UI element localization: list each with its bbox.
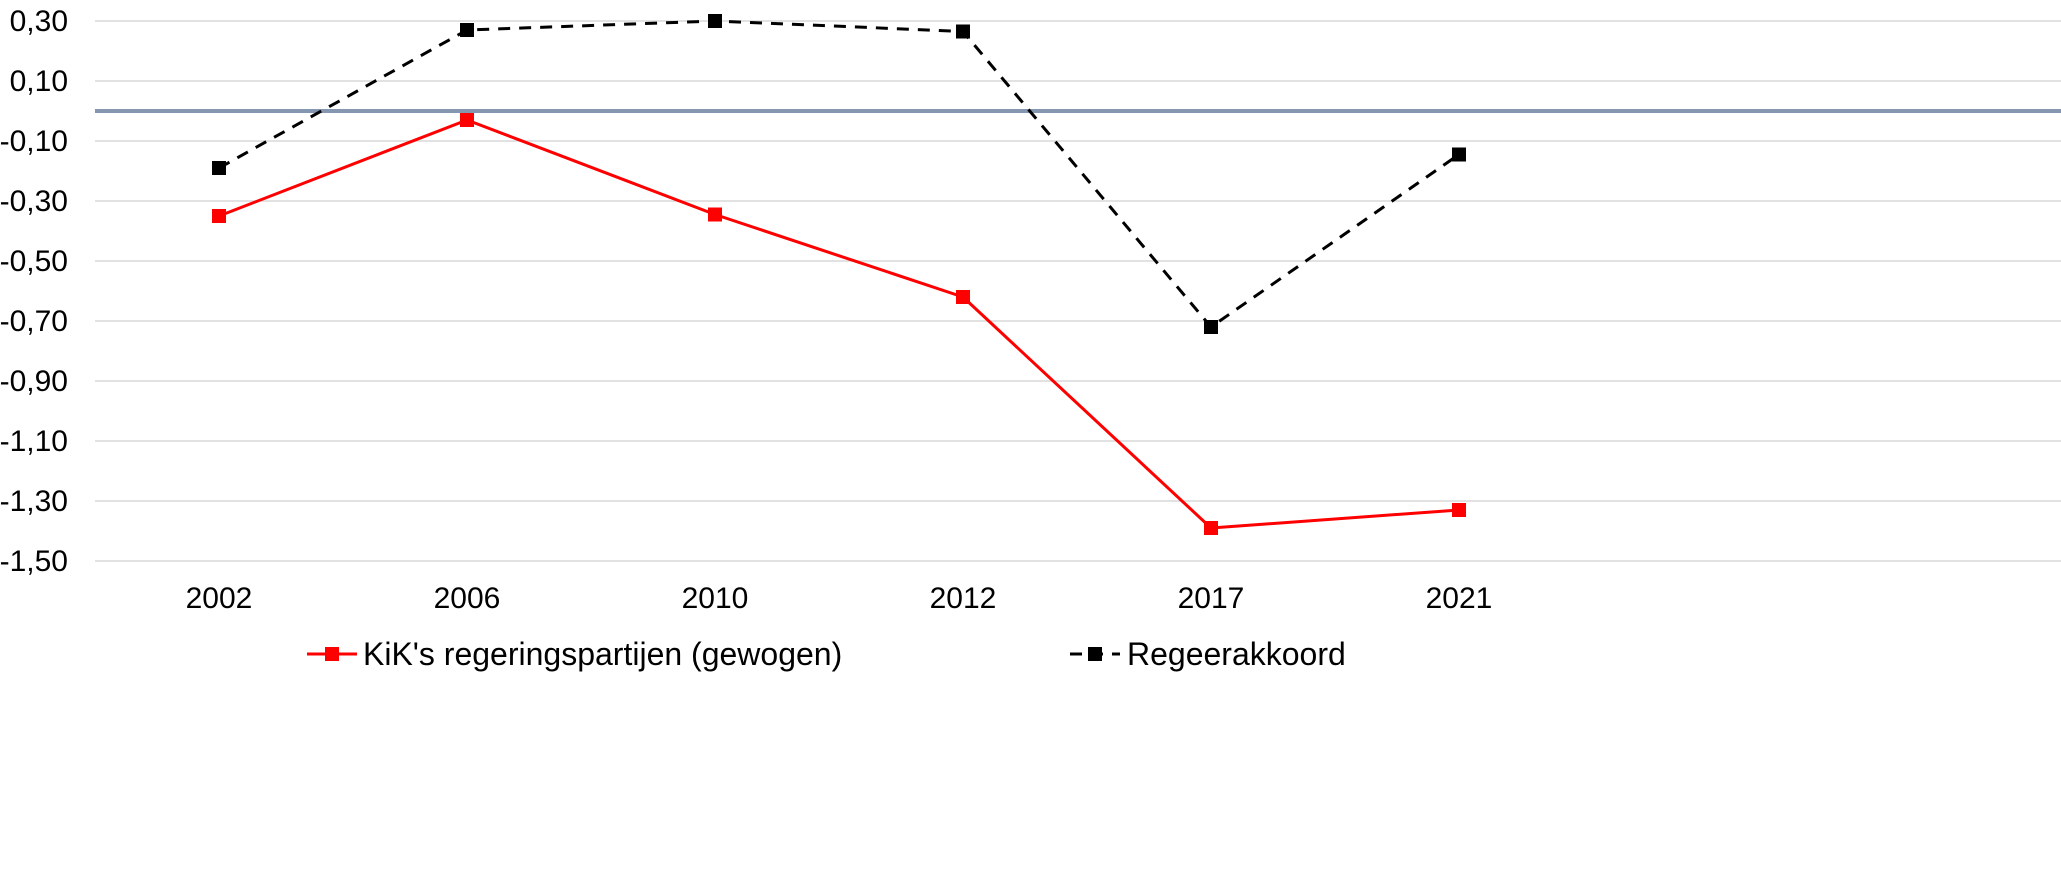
data-point-marker <box>956 290 970 304</box>
legend-marker <box>325 647 339 661</box>
y-tick-label: -1,10 <box>0 425 68 458</box>
x-tick-label: 2021 <box>1426 582 1493 615</box>
x-tick-label: 2017 <box>1178 582 1245 615</box>
data-point-marker <box>956 24 970 39</box>
legend-label: KiK's regeringspartijen (gewogen) <box>363 636 842 672</box>
data-point-marker <box>1204 521 1218 535</box>
y-tick-label: -1,50 <box>0 545 68 578</box>
y-tick-label: -0,90 <box>0 365 68 398</box>
series-line <box>218 118 1460 530</box>
legend-label: Regeerakkoord <box>1127 636 1346 672</box>
x-tick-label: 2010 <box>682 582 749 615</box>
legend: KiK's regeringspartijen (gewogen) Regeera… <box>307 636 1346 672</box>
y-tick-label: -0,30 <box>0 185 68 218</box>
legend-item: Regeerakkoord <box>1070 636 1346 672</box>
data-point-marker <box>460 23 474 37</box>
data-point-marker <box>1204 320 1218 334</box>
x-axis-tick-labels: 2002 2006 2010 2012 2017 2021 <box>186 582 1493 615</box>
x-tick-label: 2002 <box>186 582 253 615</box>
data-point-marker <box>212 209 226 223</box>
x-tick-label: 2012 <box>930 582 997 615</box>
legend-item: KiK's regeringspartijen (gewogen) <box>307 636 842 672</box>
grid-lines <box>95 20 2061 562</box>
data-point-marker <box>708 14 722 28</box>
y-axis-tick-labels: 0,30 0,10 -0,10 -0,30 -0,50 -0,70 -0,90 -1,10 -1… <box>0 5 68 578</box>
y-tick-label: -0,70 <box>0 305 68 338</box>
legend-marker <box>1088 647 1102 661</box>
y-tick-label: -0,10 <box>0 125 68 158</box>
y-tick-label: 0,30 <box>10 5 68 38</box>
data-point-marker <box>212 161 226 175</box>
data-point-marker <box>1452 147 1466 162</box>
data-point-marker <box>1452 503 1466 517</box>
data-point-marker <box>708 207 722 222</box>
series-line <box>218 19 1460 329</box>
series-group <box>212 14 1466 535</box>
y-tick-label: -0,50 <box>0 245 68 278</box>
y-tick-label: 0,10 <box>10 65 68 98</box>
x-tick-label: 2006 <box>434 582 501 615</box>
y-tick-label: -1,30 <box>0 485 68 518</box>
data-point-marker <box>460 113 474 127</box>
